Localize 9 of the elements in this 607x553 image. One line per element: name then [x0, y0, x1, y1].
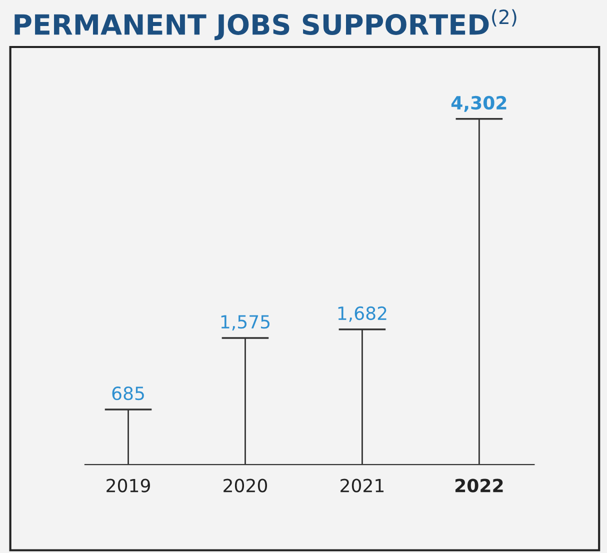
- x-tick-label: 2019: [106, 478, 150, 492]
- data-label: 1,575: [221, 315, 270, 331]
- x-tick-label: 2020: [224, 478, 268, 492]
- data-label: 4,302: [451, 96, 506, 112]
- data-label: 685: [112, 386, 144, 400]
- x-tick-label: 2022: [455, 478, 503, 492]
- x-tick-label: 2021: [340, 478, 384, 492]
- data-label: 1,682: [338, 306, 386, 322]
- chart-title: PERMANENT JOBS SUPPORTED$^{(2)}$: [14, 9, 516, 40]
